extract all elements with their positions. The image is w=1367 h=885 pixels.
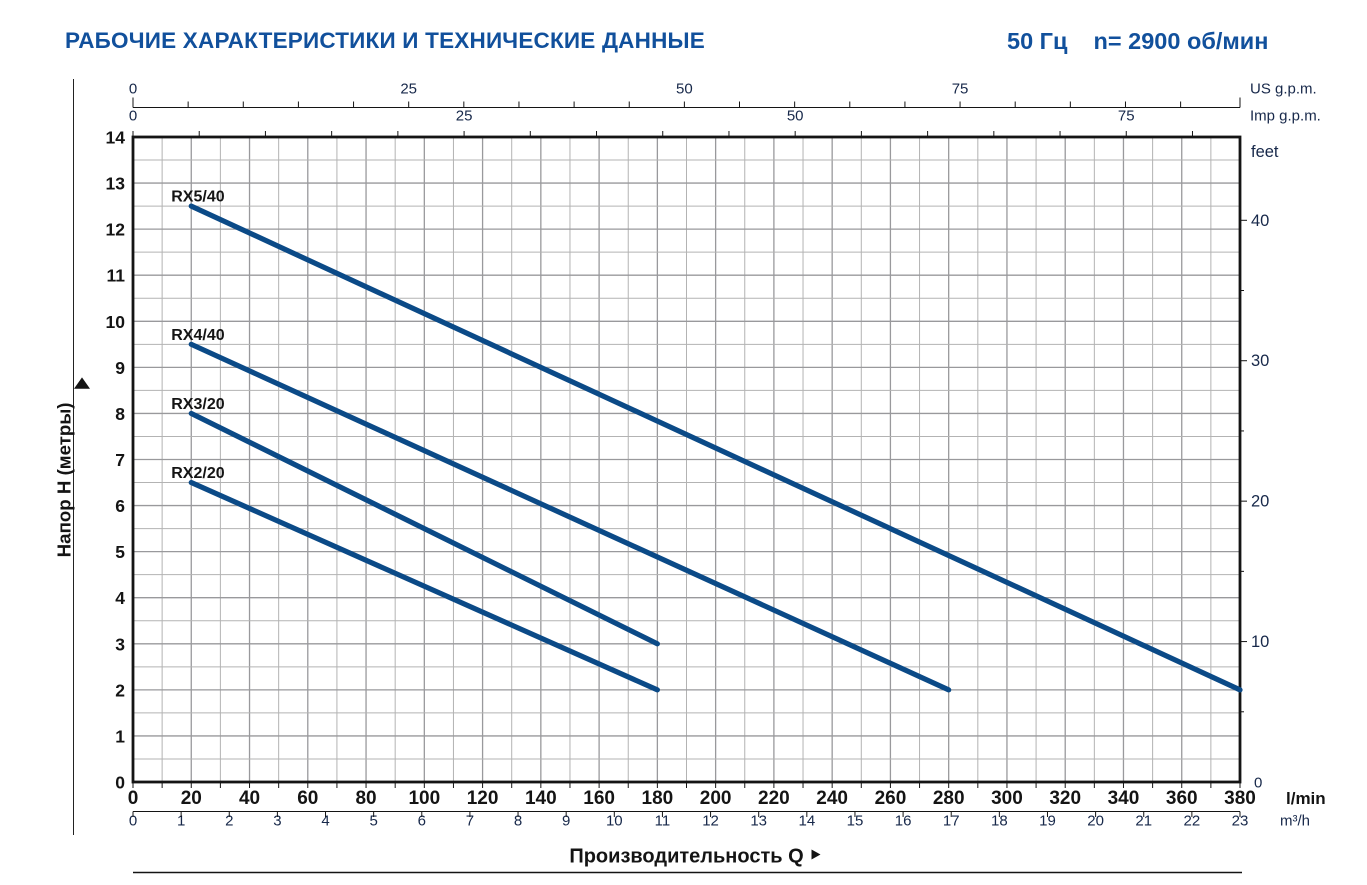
svg-text:10: 10 <box>1251 633 1269 651</box>
svg-text:20: 20 <box>181 788 202 809</box>
svg-text:300: 300 <box>991 788 1023 809</box>
svg-text:30: 30 <box>1251 352 1269 370</box>
svg-text:160: 160 <box>583 788 615 809</box>
svg-text:RX3/20: RX3/20 <box>171 396 224 413</box>
svg-text:m³/h: m³/h <box>1280 813 1310 830</box>
svg-text:50: 50 <box>676 81 693 98</box>
svg-text:7: 7 <box>115 450 125 470</box>
svg-text:25: 25 <box>400 81 417 98</box>
svg-text:6: 6 <box>115 496 125 516</box>
svg-text:120: 120 <box>467 788 499 809</box>
svg-text:60: 60 <box>297 788 318 809</box>
svg-text:2: 2 <box>115 680 125 700</box>
svg-text:8: 8 <box>115 404 125 424</box>
svg-text:180: 180 <box>642 788 674 809</box>
svg-text:0: 0 <box>128 788 139 809</box>
svg-text:220: 220 <box>758 788 790 809</box>
svg-text:75: 75 <box>952 81 969 98</box>
svg-text:0: 0 <box>129 81 137 98</box>
svg-text:Производительность Q: Производительность Q <box>569 846 803 868</box>
svg-text:380: 380 <box>1224 788 1256 809</box>
svg-text:13: 13 <box>106 174 126 194</box>
svg-text:0: 0 <box>129 108 137 125</box>
svg-text:RX4/40: RX4/40 <box>171 327 224 344</box>
svg-text:9: 9 <box>115 358 125 378</box>
svg-text:10: 10 <box>106 312 126 332</box>
svg-text:14: 14 <box>106 128 126 148</box>
svg-text:340: 340 <box>1108 788 1140 809</box>
svg-text:US g.p.m.: US g.p.m. <box>1250 81 1317 98</box>
svg-text:3: 3 <box>115 634 125 654</box>
svg-text:11: 11 <box>107 266 126 286</box>
svg-text:75: 75 <box>1118 108 1135 125</box>
svg-text:RX2/20: RX2/20 <box>171 465 224 482</box>
svg-text:0: 0 <box>115 773 125 793</box>
svg-text:240: 240 <box>816 788 848 809</box>
svg-text:260: 260 <box>875 788 907 809</box>
svg-text:20: 20 <box>1251 493 1269 511</box>
svg-text:200: 200 <box>700 788 732 809</box>
svg-text:80: 80 <box>355 788 376 809</box>
svg-text:25: 25 <box>456 108 473 125</box>
svg-text:50: 50 <box>787 108 804 125</box>
svg-text:280: 280 <box>933 788 965 809</box>
svg-text:40: 40 <box>1251 212 1269 230</box>
svg-text:100: 100 <box>408 788 440 809</box>
svg-text:5: 5 <box>115 542 125 562</box>
svg-text:12: 12 <box>106 220 126 240</box>
svg-text:4: 4 <box>115 588 125 608</box>
svg-text:140: 140 <box>525 788 557 809</box>
svg-text:1: 1 <box>115 726 125 746</box>
svg-text:Напор H (метры): Напор H (метры) <box>54 402 75 557</box>
svg-text:0: 0 <box>1254 775 1262 792</box>
svg-text:40: 40 <box>239 788 260 809</box>
svg-text:feet: feet <box>1251 143 1279 161</box>
svg-text:l/min: l/min <box>1286 789 1326 808</box>
svg-text:Imp g.p.m.: Imp g.p.m. <box>1250 108 1321 125</box>
svg-text:360: 360 <box>1166 788 1198 809</box>
svg-text:320: 320 <box>1049 788 1081 809</box>
svg-text:RX5/40: RX5/40 <box>171 189 224 206</box>
